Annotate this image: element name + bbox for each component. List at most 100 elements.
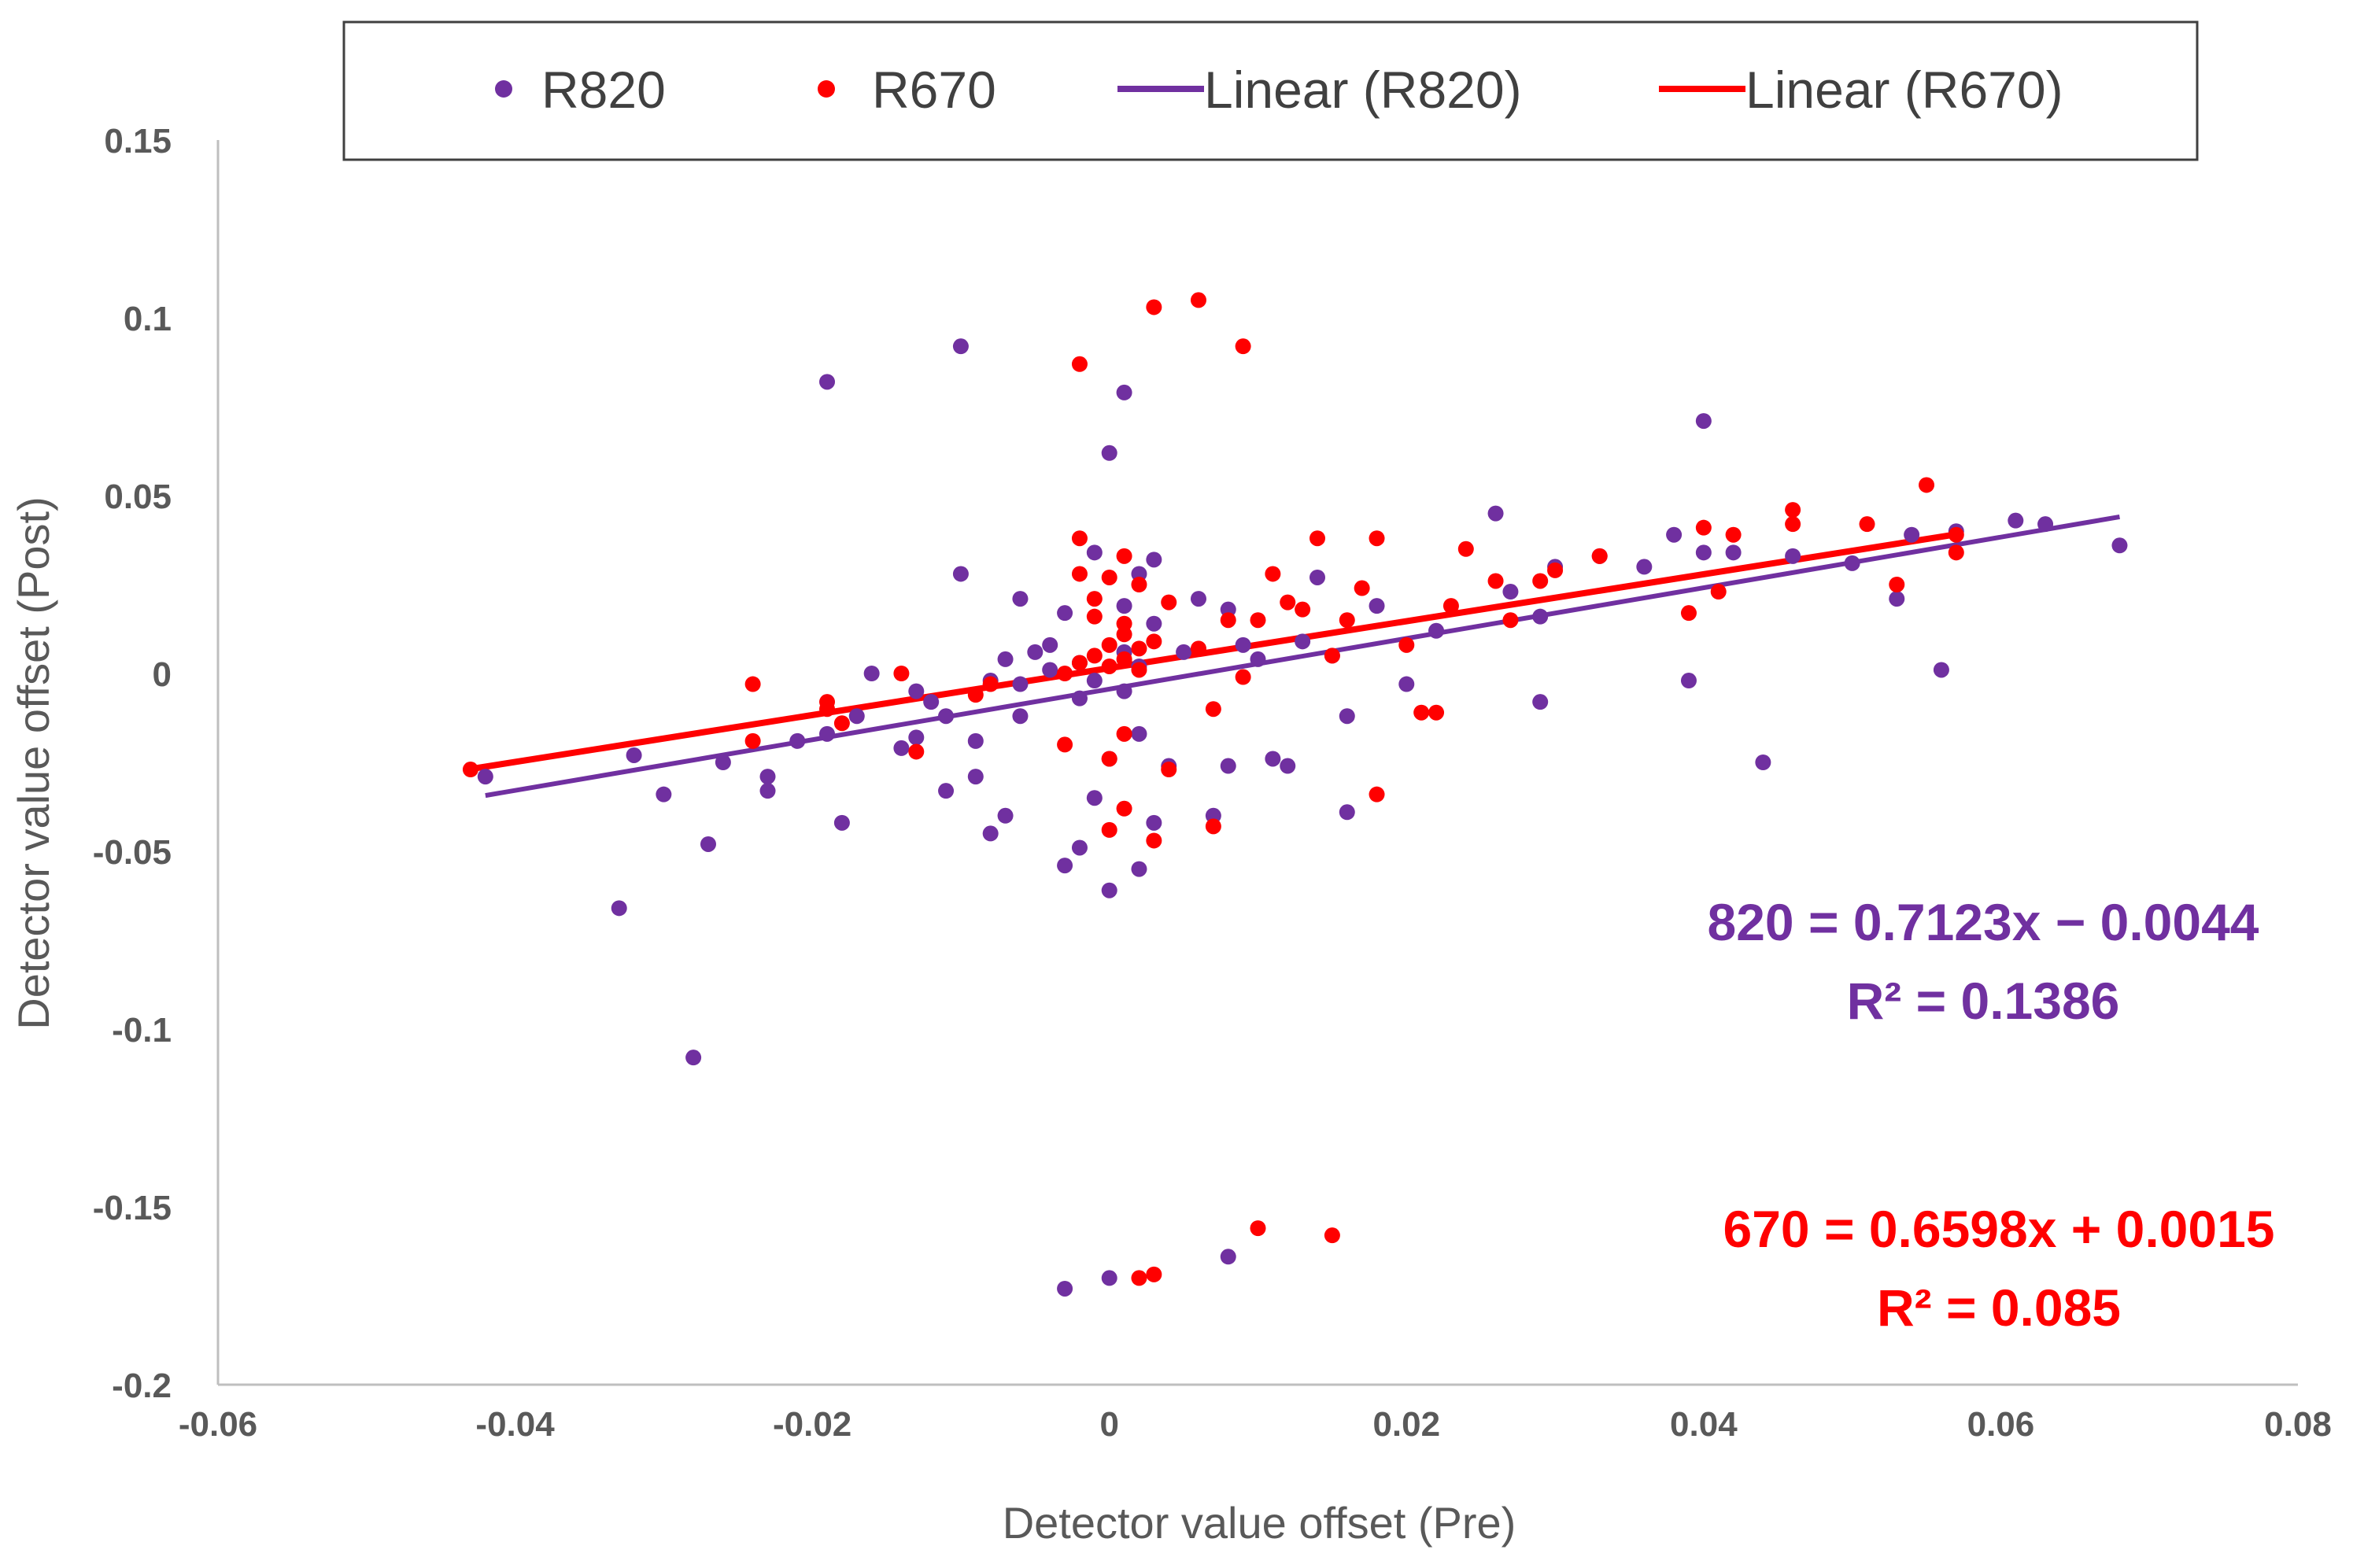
point-r670	[1190, 640, 1206, 657]
point-r820	[1309, 569, 1326, 585]
x-tick-label: 0.06	[1967, 1405, 2035, 1444]
point-r670	[1398, 636, 1415, 653]
trendline-r670	[470, 531, 1957, 773]
point-r820	[1057, 605, 1073, 622]
point-r670	[1057, 666, 1073, 681]
point-r670	[1457, 540, 1474, 557]
point-r670	[744, 676, 761, 692]
point-r820	[1695, 413, 1712, 430]
point-r670	[1146, 299, 1162, 315]
point-r820	[908, 683, 925, 699]
point-r820	[611, 900, 627, 917]
point-r820	[656, 786, 672, 802]
x-tick-label: -0.06	[179, 1405, 257, 1444]
point-r820	[1042, 662, 1058, 678]
y-tick-label: 0.1	[124, 300, 172, 338]
point-r670	[833, 715, 850, 732]
point-r670	[1071, 655, 1088, 671]
point-r820	[1086, 544, 1103, 561]
point-r670	[1591, 548, 1608, 564]
point-r820	[982, 825, 999, 842]
legend-box	[342, 20, 2199, 161]
y-tick-label: 0.05	[104, 478, 172, 516]
point-r820	[938, 708, 955, 725]
point-r820	[1146, 615, 1162, 632]
point-r820	[1369, 598, 1385, 614]
point-r670	[1071, 566, 1088, 582]
point-r670	[1235, 669, 1251, 685]
point-r670	[1680, 605, 1697, 622]
point-r820	[1012, 591, 1029, 607]
point-r820	[997, 651, 1014, 667]
point-r820	[1101, 882, 1117, 898]
point-r670	[1071, 356, 1088, 372]
point-r670	[1785, 502, 1801, 518]
point-r670	[1131, 577, 1147, 592]
point-r670	[1146, 1266, 1162, 1282]
point-r670	[1086, 591, 1103, 607]
point-r670	[1131, 640, 1147, 657]
y-tick-label: 0	[153, 655, 172, 694]
point-r670	[1205, 818, 1221, 835]
point-r820	[967, 769, 984, 785]
point-r820	[1146, 814, 1162, 831]
point-r820	[1012, 676, 1029, 692]
point-r670	[1725, 526, 1742, 543]
point-r670	[1339, 612, 1355, 629]
point-r670	[819, 701, 836, 718]
point-r820	[1146, 552, 1162, 568]
legend-marker-r670	[818, 80, 835, 98]
point-r820	[952, 338, 969, 355]
legend-label-r820: R820	[541, 61, 666, 119]
point-r820	[967, 732, 984, 749]
point-r670	[1101, 821, 1117, 838]
point-r820	[848, 708, 865, 725]
point-r670	[462, 762, 478, 778]
point-r670	[1280, 594, 1296, 611]
point-r820	[1889, 591, 1905, 607]
point-r820	[715, 754, 731, 770]
point-r820	[1042, 636, 1058, 653]
point-r820	[1666, 526, 1683, 543]
point-r670	[1889, 577, 1905, 592]
point-r820	[1339, 804, 1355, 821]
point-r820	[1636, 559, 1653, 575]
point-r670	[967, 687, 984, 703]
legend-label-r670: R670	[872, 61, 996, 119]
point-r670	[1324, 647, 1340, 664]
point-r820	[952, 566, 969, 582]
point-r820	[1235, 636, 1251, 653]
point-r820	[1250, 651, 1266, 667]
point-r820	[1101, 1270, 1117, 1286]
legend-label-linear-r670: Linear (R670)	[1745, 61, 2063, 119]
trendline-r2-r820: R² = 0.1386	[1847, 972, 2120, 1030]
point-r820	[1131, 861, 1147, 877]
point-r820	[863, 666, 880, 681]
point-r670	[1859, 516, 1875, 533]
legend-label-linear-r820: Linear (R820)	[1204, 61, 1522, 119]
point-r670	[1948, 526, 1964, 543]
y-tick-label: -0.2	[112, 1367, 172, 1405]
point-r820	[1116, 683, 1132, 699]
point-r670	[1250, 612, 1266, 629]
point-r820	[700, 836, 716, 852]
point-r670	[1532, 573, 1549, 589]
point-r820	[1086, 790, 1103, 806]
point-r670	[1220, 612, 1236, 629]
x-tick-label: 0.08	[2264, 1405, 2332, 1444]
point-r820	[1785, 548, 1801, 564]
point-r670	[1442, 598, 1459, 614]
point-r820	[819, 374, 836, 390]
point-r670	[1785, 516, 1801, 533]
point-r820	[2008, 512, 2024, 529]
trendline-equation-r820: 820 = 0.7123x − 0.0044	[1708, 893, 2259, 951]
point-r670	[893, 666, 910, 681]
point-r670	[1116, 615, 1132, 632]
point-r820	[938, 783, 955, 799]
point-r670	[1101, 751, 1117, 767]
point-r820	[1339, 708, 1355, 725]
point-r670	[982, 676, 999, 692]
point-r820	[893, 740, 910, 756]
point-r670	[1190, 292, 1206, 308]
point-r820	[1725, 544, 1742, 561]
